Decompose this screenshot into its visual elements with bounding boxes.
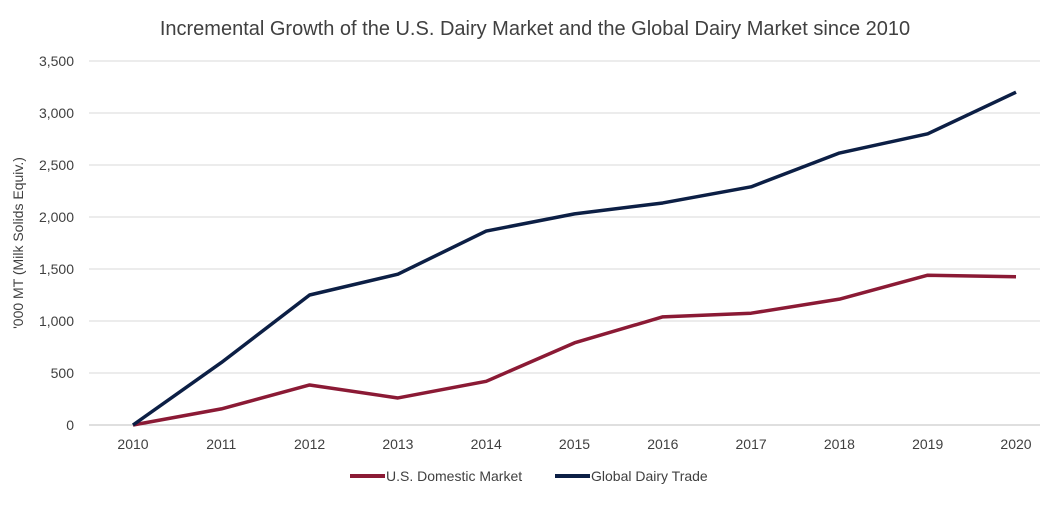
x-tick-label: 2013 (382, 436, 413, 452)
series-line-1 (133, 92, 1016, 425)
y-tick-label: 1,000 (39, 313, 74, 329)
y-tick-labels: 0 500 1,000 1,500 2,000 2,500 3,000 3,500 (39, 53, 74, 433)
x-tick-label: 2016 (647, 436, 678, 452)
y-tick-label: 1,500 (39, 261, 74, 277)
chart-title: Incremental Growth of the U.S. Dairy Mar… (160, 18, 910, 40)
x-tick-label: 2011 (206, 436, 236, 452)
x-tick-label: 2012 (294, 436, 325, 452)
y-axis-label: '000 MT (Milk Solids Equiv.) (10, 157, 26, 329)
x-tick-label: 2020 (1000, 436, 1031, 452)
series-lines (133, 92, 1016, 425)
legend: U.S. Domestic Market Global Dairy Trade (350, 468, 708, 484)
legend-label: U.S. Domestic Market (386, 468, 522, 484)
series-line-0 (133, 275, 1016, 425)
x-tick-label: 2015 (559, 436, 590, 452)
y-tick-label: 2,000 (39, 209, 74, 225)
y-tick-label: 500 (51, 365, 75, 381)
x-tick-label: 2017 (736, 436, 767, 452)
y-tick-label: 3,000 (39, 105, 74, 121)
x-tick-label: 2018 (824, 436, 855, 452)
y-tick-label: 0 (66, 417, 74, 433)
gridlines (89, 61, 1040, 425)
y-tick-label: 3,500 (39, 53, 74, 69)
x-tick-label: 2010 (117, 436, 148, 452)
legend-label: Global Dairy Trade (591, 468, 708, 484)
x-tick-labels: 2010 2011 2012 2013 2014 2015 2016 2017 2018 2019… (117, 436, 1031, 452)
x-tick-label: 2019 (912, 436, 943, 452)
y-tick-label: 2,500 (39, 157, 74, 173)
x-tick-label: 2014 (471, 436, 502, 452)
